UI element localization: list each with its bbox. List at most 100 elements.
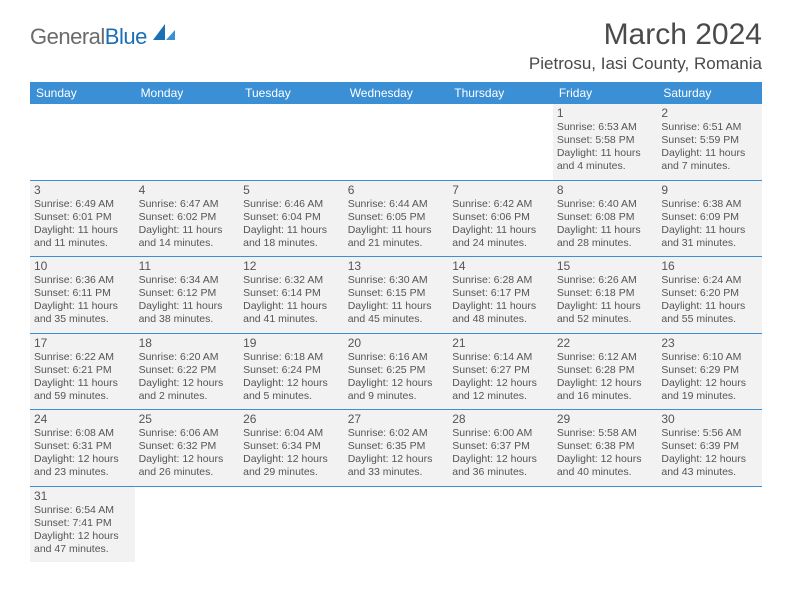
sunset-line: Sunset: 6:27 PM (452, 364, 549, 377)
daylight-line: Daylight: 11 hours and 11 minutes. (34, 224, 131, 250)
daylight-line: Daylight: 12 hours and 29 minutes. (243, 453, 340, 479)
day-number: 20 (348, 336, 445, 350)
calendar-week-row: 24Sunrise: 6:08 AMSunset: 6:31 PMDayligh… (30, 410, 762, 487)
calendar-day-cell: 20Sunrise: 6:16 AMSunset: 6:25 PMDayligh… (344, 333, 449, 410)
day-info: Sunrise: 6:36 AMSunset: 6:11 PMDaylight:… (34, 274, 131, 327)
day-number: 10 (34, 259, 131, 273)
sunset-line: Sunset: 6:18 PM (557, 287, 654, 300)
sunset-line: Sunset: 6:12 PM (139, 287, 236, 300)
daylight-line: Daylight: 12 hours and 33 minutes. (348, 453, 445, 479)
day-info: Sunrise: 5:58 AMSunset: 6:38 PMDaylight:… (557, 427, 654, 480)
sunrise-line: Sunrise: 6:18 AM (243, 351, 340, 364)
calendar-empty-cell (30, 104, 135, 180)
day-number: 2 (661, 106, 758, 120)
calendar-empty-cell (657, 486, 762, 562)
daylight-line: Daylight: 12 hours and 23 minutes. (34, 453, 131, 479)
calendar-day-cell: 27Sunrise: 6:02 AMSunset: 6:35 PMDayligh… (344, 410, 449, 487)
day-number: 23 (661, 336, 758, 350)
day-info: Sunrise: 6:16 AMSunset: 6:25 PMDaylight:… (348, 351, 445, 404)
day-info: Sunrise: 6:26 AMSunset: 6:18 PMDaylight:… (557, 274, 654, 327)
day-number: 25 (139, 412, 236, 426)
sunrise-line: Sunrise: 6:38 AM (661, 198, 758, 211)
sunrise-line: Sunrise: 6:28 AM (452, 274, 549, 287)
calendar-day-cell: 18Sunrise: 6:20 AMSunset: 6:22 PMDayligh… (135, 333, 240, 410)
sunset-line: Sunset: 6:28 PM (557, 364, 654, 377)
daylight-line: Daylight: 11 hours and 35 minutes. (34, 300, 131, 326)
day-info: Sunrise: 6:34 AMSunset: 6:12 PMDaylight:… (139, 274, 236, 327)
sunrise-line: Sunrise: 6:49 AM (34, 198, 131, 211)
daylight-line: Daylight: 12 hours and 26 minutes. (139, 453, 236, 479)
sunrise-line: Sunrise: 6:34 AM (139, 274, 236, 287)
weekday-header: Wednesday (344, 82, 449, 104)
calendar-day-cell: 29Sunrise: 5:58 AMSunset: 6:38 PMDayligh… (553, 410, 658, 487)
brand-logo: GeneralBlue (30, 24, 177, 50)
sunset-line: Sunset: 6:04 PM (243, 211, 340, 224)
day-info: Sunrise: 5:56 AMSunset: 6:39 PMDaylight:… (661, 427, 758, 480)
calendar-empty-cell (344, 104, 449, 180)
calendar-day-cell: 16Sunrise: 6:24 AMSunset: 6:20 PMDayligh… (657, 257, 762, 334)
calendar-week-row: 10Sunrise: 6:36 AMSunset: 6:11 PMDayligh… (30, 257, 762, 334)
day-info: Sunrise: 6:22 AMSunset: 6:21 PMDaylight:… (34, 351, 131, 404)
sunrise-line: Sunrise: 6:30 AM (348, 274, 445, 287)
daylight-line: Daylight: 12 hours and 43 minutes. (661, 453, 758, 479)
day-number: 19 (243, 336, 340, 350)
day-number: 31 (34, 489, 131, 503)
calendar-header-row: SundayMondayTuesdayWednesdayThursdayFrid… (30, 82, 762, 104)
sunset-line: Sunset: 6:29 PM (661, 364, 758, 377)
calendar-day-cell: 15Sunrise: 6:26 AMSunset: 6:18 PMDayligh… (553, 257, 658, 334)
sunrise-line: Sunrise: 6:16 AM (348, 351, 445, 364)
daylight-line: Daylight: 12 hours and 12 minutes. (452, 377, 549, 403)
day-info: Sunrise: 6:24 AMSunset: 6:20 PMDaylight:… (661, 274, 758, 327)
calendar-day-cell: 30Sunrise: 5:56 AMSunset: 6:39 PMDayligh… (657, 410, 762, 487)
daylight-line: Daylight: 11 hours and 38 minutes. (139, 300, 236, 326)
calendar-day-cell: 24Sunrise: 6:08 AMSunset: 6:31 PMDayligh… (30, 410, 135, 487)
day-info: Sunrise: 6:08 AMSunset: 6:31 PMDaylight:… (34, 427, 131, 480)
sunset-line: Sunset: 6:11 PM (34, 287, 131, 300)
weekday-header: Friday (553, 82, 658, 104)
sunset-line: Sunset: 6:14 PM (243, 287, 340, 300)
daylight-line: Daylight: 12 hours and 16 minutes. (557, 377, 654, 403)
sunset-line: Sunset: 6:24 PM (243, 364, 340, 377)
sunrise-line: Sunrise: 6:40 AM (557, 198, 654, 211)
sunrise-line: Sunrise: 6:10 AM (661, 351, 758, 364)
sunset-line: Sunset: 7:41 PM (34, 517, 131, 530)
daylight-line: Daylight: 11 hours and 21 minutes. (348, 224, 445, 250)
weekday-header: Tuesday (239, 82, 344, 104)
day-info: Sunrise: 6:53 AMSunset: 5:58 PMDaylight:… (557, 121, 654, 174)
day-number: 3 (34, 183, 131, 197)
daylight-line: Daylight: 11 hours and 48 minutes. (452, 300, 549, 326)
calendar-day-cell: 7Sunrise: 6:42 AMSunset: 6:06 PMDaylight… (448, 180, 553, 257)
day-number: 9 (661, 183, 758, 197)
calendar-day-cell: 28Sunrise: 6:00 AMSunset: 6:37 PMDayligh… (448, 410, 553, 487)
sunset-line: Sunset: 6:17 PM (452, 287, 549, 300)
calendar-empty-cell (344, 486, 449, 562)
daylight-line: Daylight: 12 hours and 36 minutes. (452, 453, 549, 479)
calendar-empty-cell (135, 104, 240, 180)
weekday-header: Monday (135, 82, 240, 104)
brand-name: GeneralBlue (30, 24, 147, 50)
day-info: Sunrise: 6:51 AMSunset: 5:59 PMDaylight:… (661, 121, 758, 174)
day-number: 15 (557, 259, 654, 273)
day-number: 16 (661, 259, 758, 273)
sunrise-line: Sunrise: 6:47 AM (139, 198, 236, 211)
day-number: 7 (452, 183, 549, 197)
calendar-day-cell: 21Sunrise: 6:14 AMSunset: 6:27 PMDayligh… (448, 333, 553, 410)
weekday-header: Thursday (448, 82, 553, 104)
day-number: 14 (452, 259, 549, 273)
sunset-line: Sunset: 6:39 PM (661, 440, 758, 453)
brand-name-blue: Blue (105, 24, 147, 49)
sunset-line: Sunset: 6:35 PM (348, 440, 445, 453)
sunset-line: Sunset: 6:01 PM (34, 211, 131, 224)
weekday-header: Sunday (30, 82, 135, 104)
calendar-day-cell: 5Sunrise: 6:46 AMSunset: 6:04 PMDaylight… (239, 180, 344, 257)
sunrise-line: Sunrise: 6:12 AM (557, 351, 654, 364)
day-number: 6 (348, 183, 445, 197)
calendar-day-cell: 22Sunrise: 6:12 AMSunset: 6:28 PMDayligh… (553, 333, 658, 410)
sunset-line: Sunset: 5:59 PM (661, 134, 758, 147)
calendar-body: 1Sunrise: 6:53 AMSunset: 5:58 PMDaylight… (30, 104, 762, 562)
calendar-empty-cell (448, 104, 553, 180)
daylight-line: Daylight: 11 hours and 41 minutes. (243, 300, 340, 326)
title-block: March 2024 Pietrosu, Iasi County, Romani… (529, 18, 762, 74)
sunrise-line: Sunrise: 6:00 AM (452, 427, 549, 440)
daylight-line: Daylight: 11 hours and 4 minutes. (557, 147, 654, 173)
